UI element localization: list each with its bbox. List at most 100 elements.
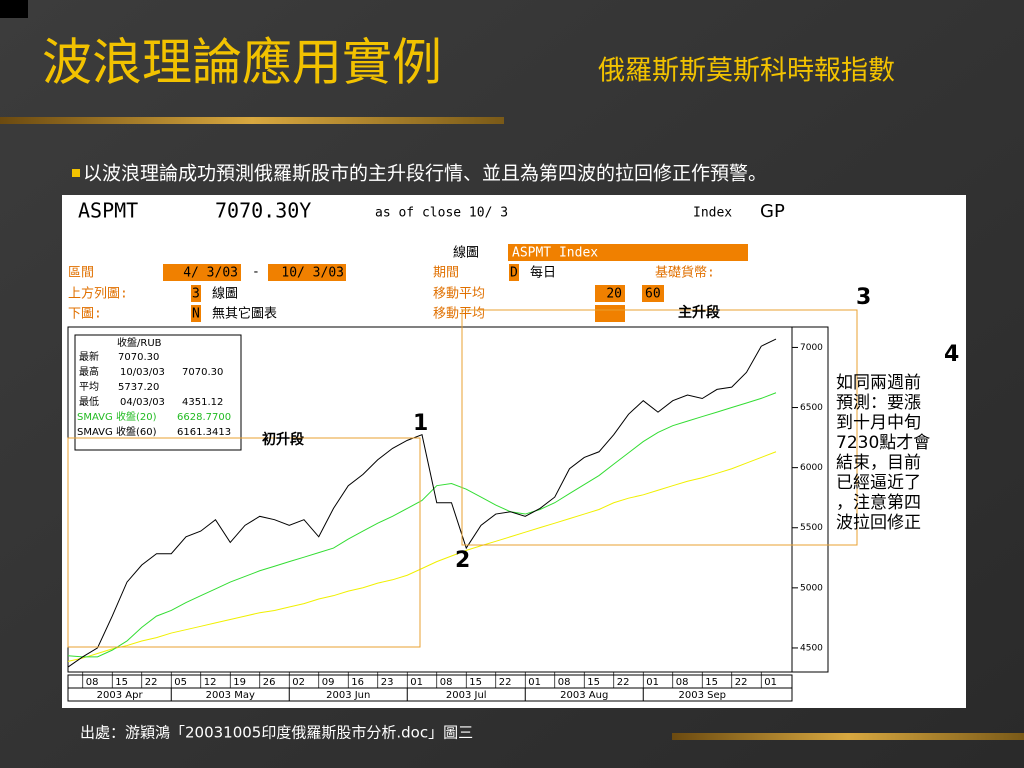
legend-value: 6628.7700 (177, 412, 231, 423)
x-tick-label: 26 (263, 677, 276, 688)
info-label: 平均 (79, 381, 99, 393)
wave-label: 3 (856, 285, 871, 310)
x-tick-label: 08 (440, 677, 453, 688)
note-line: 如同兩週前 (836, 373, 921, 393)
field (509, 264, 519, 281)
field (595, 285, 625, 302)
annotation: 初升段 (262, 431, 304, 448)
label: 期間 (433, 266, 459, 281)
x-tick-label: 08 (676, 677, 689, 688)
wave-label: 4 (944, 342, 959, 367)
field (191, 305, 201, 322)
label: 移動平均 (433, 287, 485, 302)
label: 線圖 (453, 245, 479, 261)
x-tick-label: 22 (145, 677, 158, 688)
x-tick-label: 22 (499, 677, 512, 688)
info-value: 4351.12 (182, 397, 223, 408)
axis-frame (791, 326, 829, 673)
slide-title: 波浪理論應用實例 (42, 34, 442, 92)
info-date: 10/03/03 (120, 367, 165, 378)
x-tick-label: 01 (410, 677, 423, 688)
x-tick-label: 15 (469, 677, 482, 688)
lower-code: N (192, 307, 200, 322)
note-line: 到十月中旬 (836, 413, 921, 433)
label: 下圖: (68, 307, 102, 322)
security: ASPMT Index (512, 246, 598, 261)
lower: 無其它圖表 (212, 306, 277, 322)
upper: 線圖 (212, 286, 238, 302)
source: 出處：游穎鴻「20031005印度俄羅斯股市分析.doc」圖三 (80, 724, 473, 742)
legend-name: SMAVG 收盤(20) (77, 410, 157, 423)
info-label: 最低 (79, 395, 99, 408)
bullet-mark (72, 169, 80, 177)
x-tick-label: 12 (204, 677, 217, 688)
info-value: 7070.30 (182, 367, 223, 378)
ma: 60 (645, 287, 661, 302)
info-head: 收盤/RUB (117, 336, 162, 349)
label: 基礎貨幣: (655, 265, 715, 281)
period-code: D (510, 266, 518, 281)
series-line (67, 451, 777, 662)
price: 7070.30Y (215, 199, 311, 223)
from: 4/ 3/03 (183, 266, 238, 281)
note-line: 已經逼近了 (836, 473, 921, 493)
period: 每日 (530, 265, 556, 281)
index: Index (693, 206, 732, 221)
upper-code: 3 (192, 287, 200, 302)
y-tick-label: 4500 (800, 643, 823, 653)
y-tick-label: 5500 (800, 523, 823, 533)
gp: GP (760, 201, 785, 222)
field (191, 285, 201, 302)
x-tick-label: 19 (233, 677, 246, 688)
info-box (74, 334, 242, 451)
note-line: ，注意第四 (836, 493, 921, 513)
month-label: 2003 Aug (560, 690, 608, 701)
field (163, 264, 241, 281)
x-tick-label: 15 (587, 677, 600, 688)
asof: as of close 10/ 3 (375, 206, 508, 221)
y-tick-label: 5000 (800, 583, 823, 593)
x-tick-label: 09 (322, 677, 335, 688)
series-line (67, 392, 777, 658)
label: 區間 (68, 266, 94, 281)
field (642, 285, 664, 302)
annotation: 主升段 (678, 304, 720, 321)
note-line: 預測：要漲 (836, 393, 921, 413)
month-label: 2003 Apr (97, 690, 144, 701)
y-tick-label: 6500 (800, 403, 823, 413)
x-tick-label: 08 (558, 677, 571, 688)
field (268, 264, 346, 281)
to: 10/ 3/03 (281, 266, 344, 281)
bullet-text: 以波浪理論成功預測俄羅斯股市的主升段行情、並且為第四波的拉回修正作預警。 (83, 163, 767, 185)
x-tick-label: 22 (735, 677, 748, 688)
wave-box (67, 437, 421, 648)
info-value: 5737.20 (118, 382, 159, 393)
x-tick-label: 05 (174, 677, 187, 688)
x-tick-label: 15 (705, 677, 718, 688)
note-line: 7230點才會 (836, 433, 930, 453)
label: 移動平均 (433, 307, 485, 322)
dash: - (252, 265, 260, 280)
label: 上方列圖: (68, 286, 128, 302)
x-tick-label: 01 (646, 677, 659, 688)
ma: 20 (606, 287, 622, 302)
series-line (67, 338, 777, 668)
x-tick-label: 01 (528, 677, 541, 688)
month-label: 2003 Jul (446, 690, 487, 701)
x-tick-label: 02 (292, 677, 305, 688)
x-tick-label: 01 (764, 677, 777, 688)
month-label: 2003 Sep (679, 690, 726, 701)
ticker: ASPMT (78, 199, 138, 223)
note-line: 結束，目前 (836, 453, 921, 473)
y-tick-label: 7000 (800, 343, 823, 353)
stripe (0, 117, 504, 124)
stripe (672, 733, 1024, 740)
x-tick-label: 23 (381, 677, 394, 688)
legend-name: SMAVG 收盤(60) (77, 425, 157, 438)
x-tick-label: 16 (351, 677, 364, 688)
y-tick-label: 6000 (800, 463, 823, 473)
month-label: 2003 Jun (326, 690, 370, 701)
legend-value: 6161.3413 (177, 427, 231, 438)
wave-box (461, 309, 858, 546)
field (508, 244, 748, 261)
